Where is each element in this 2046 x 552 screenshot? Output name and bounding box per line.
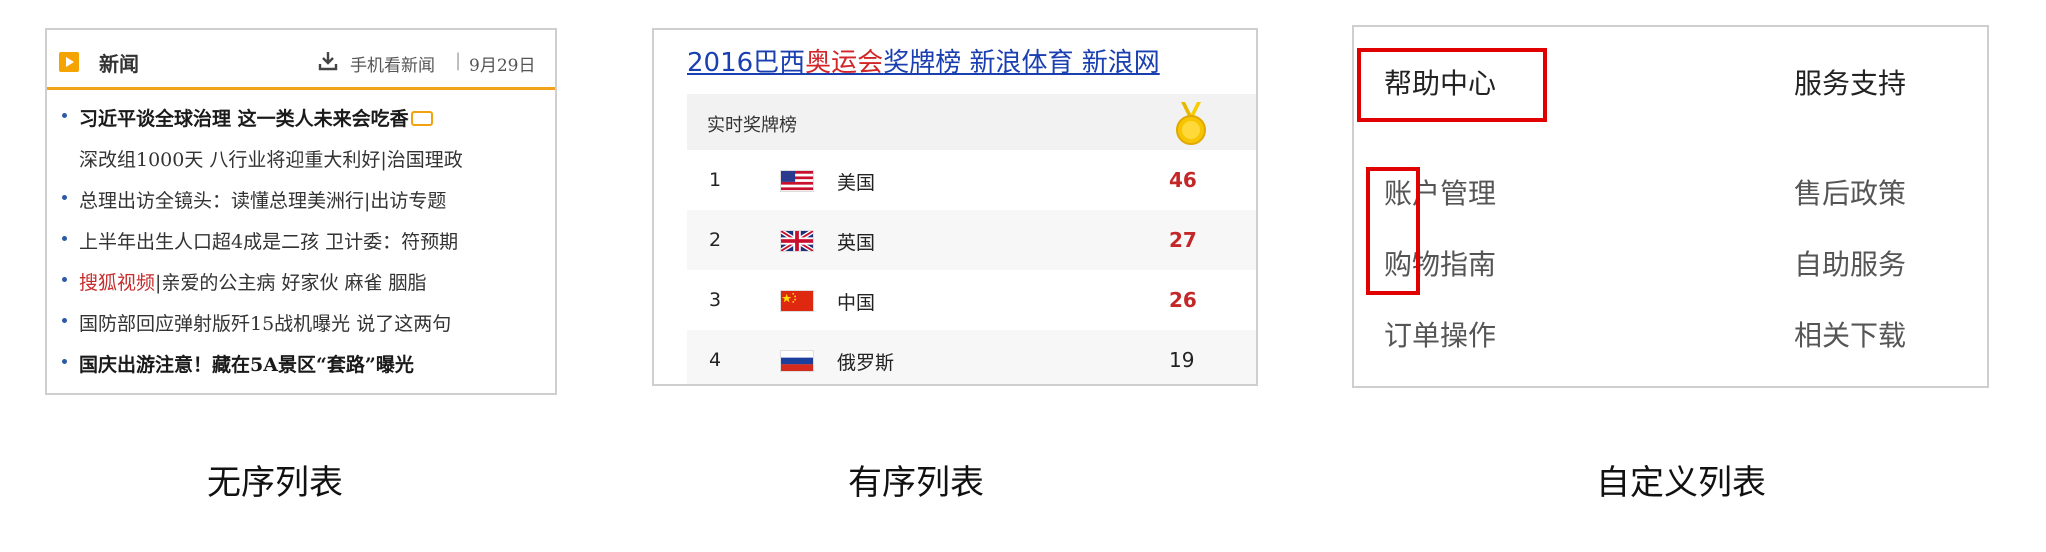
bullet-icon (62, 359, 67, 364)
mobile-news-link[interactable]: 手机看新闻 (350, 56, 435, 76)
ordered-list-caption: 有序列表 (848, 463, 984, 503)
bullet-icon (62, 113, 67, 118)
medal-row[interactable]: 1 美国 46 (687, 150, 1256, 210)
definition-list-caption: 自定义列表 (1596, 463, 1766, 503)
news-header: 新闻 手机看新闻 | 9月29日 (47, 30, 555, 90)
help-center-panel: 帮助中心 服务支持 账户管理 购物指南 订单操作 售后政策 自助服务 相关下载 (1352, 25, 1989, 388)
news-list-panel: 新闻 手机看新闻 | 9月29日 习近平谈全球治理 这一类人未来会吃香 深改组1… (45, 28, 557, 395)
uk-flag-icon (780, 230, 814, 252)
gold-count: 27 (1169, 228, 1197, 252)
bullet-icon (62, 318, 67, 323)
country-name: 俄罗斯 (837, 352, 895, 374)
self-service-link[interactable]: 自助服务 (1794, 248, 1907, 281)
russia-flag-icon (780, 350, 814, 372)
bullet-icon (62, 236, 67, 241)
usa-flag-icon (780, 170, 814, 192)
bullet-icon (62, 195, 67, 200)
medal-row[interactable]: 2 英国 27 (687, 210, 1256, 270)
term-highlight-box (1357, 48, 1547, 122)
shopping-guide-link[interactable]: 购物指南 (1384, 248, 1497, 281)
news-item[interactable]: 深改组1000天 八行业将迎重大利好|治国理政 (79, 149, 463, 171)
news-item[interactable]: 习近平谈全球治理 这一类人未来会吃香 (47, 104, 463, 145)
download-link[interactable]: 相关下载 (1794, 319, 1907, 352)
after-sale-link[interactable]: 售后政策 (1794, 177, 1907, 210)
order-link[interactable]: 订单操作 (1384, 319, 1497, 352)
news-item[interactable]: 搜狐视频|亲爱的公主病 好家伙 麻雀 胭脂 (47, 268, 463, 309)
sohu-video-link[interactable]: 搜狐视频 (79, 272, 156, 294)
rank: 3 (709, 289, 722, 311)
unordered-list-caption: 无序列表 (207, 463, 343, 503)
country-name: 英国 (837, 232, 876, 254)
rank: 4 (709, 349, 722, 371)
country-name: 美国 (837, 172, 876, 194)
account-link[interactable]: 账户管理 (1384, 177, 1497, 210)
news-item[interactable]: 上半年出生人口超4成是二孩 卫计委：符预期 (47, 227, 463, 268)
news-play-icon (59, 52, 79, 72)
news-title: 新闻 (99, 52, 139, 76)
medal-table-header: 实时奖牌榜 (687, 94, 1256, 150)
rank: 2 (709, 229, 722, 251)
gold-medal-icon (1176, 102, 1206, 145)
news-item[interactable]: 国防部回应弹射版歼15战机曝光 说了这两句 (47, 309, 463, 350)
gold-count: 26 (1169, 288, 1197, 312)
china-flag-icon (780, 290, 814, 312)
medal-table-panel: 2016巴西奥运会奖牌榜 新浪体育 新浪网 实时奖牌榜 1 美国 46 2 (652, 28, 1258, 386)
news-item[interactable]: 国庆出游注意！藏在5A景区“套路”曝光 (47, 350, 463, 391)
news-date: 9月29日 (469, 56, 536, 76)
bullet-icon (62, 277, 67, 282)
medal-row[interactable]: 4 俄罗斯 19 (687, 330, 1256, 384)
country-name: 中国 (837, 292, 876, 314)
help-center-term[interactable]: 帮助中心 (1384, 67, 1497, 100)
rank: 1 (709, 169, 722, 191)
video-icon (410, 111, 433, 126)
service-support-term[interactable]: 服务支持 (1794, 67, 1907, 100)
header-separator: | (455, 50, 462, 71)
medal-table-title[interactable]: 2016巴西奥运会奖牌榜 新浪体育 新浪网 (687, 48, 1160, 78)
indent-highlight-box (1366, 167, 1420, 295)
medal-row[interactable]: 3 中国 26 (687, 270, 1256, 330)
live-medal-label: 实时奖牌榜 (707, 115, 797, 136)
gold-count: 46 (1169, 168, 1197, 192)
news-list: 习近平谈全球治理 这一类人未来会吃香 深改组1000天 八行业将迎重大利好|治国… (47, 104, 463, 391)
news-item[interactable]: 总理出访全镜头：读懂总理美洲行|出访专题 (47, 186, 463, 227)
gold-count: 19 (1169, 348, 1195, 372)
download-icon[interactable] (317, 50, 339, 72)
